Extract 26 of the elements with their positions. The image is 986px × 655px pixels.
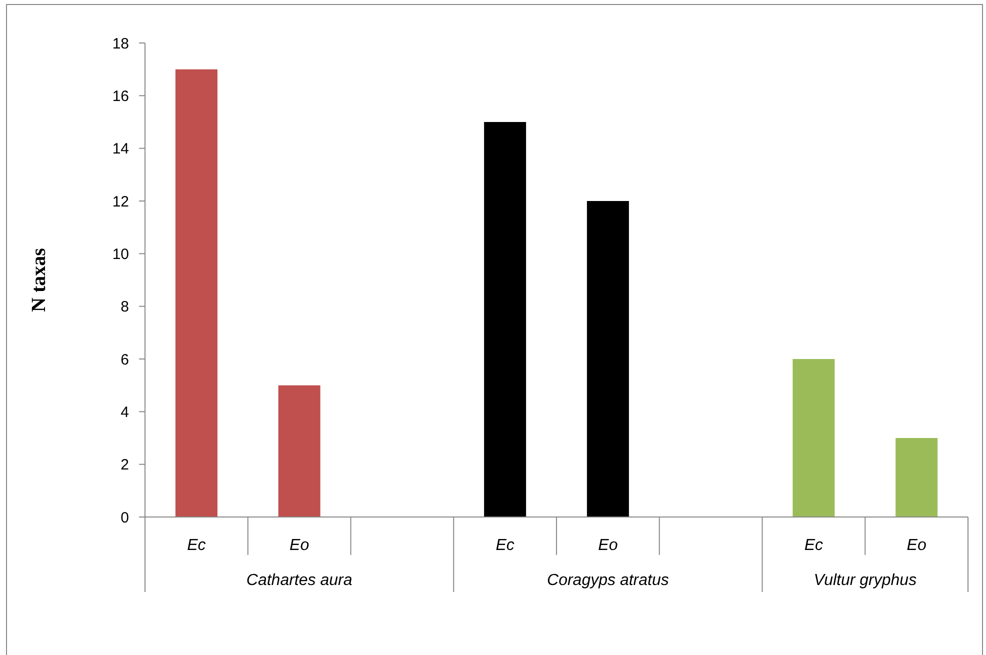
text: Vultur gryphus xyxy=(814,572,917,589)
y-tick-label: 10 xyxy=(112,246,129,263)
y-tick-label: 2 xyxy=(120,456,129,474)
bar xyxy=(278,385,320,517)
y-tick-label: 12 xyxy=(112,193,129,210)
bar xyxy=(484,122,526,517)
x-tick-label: Eo xyxy=(290,537,310,554)
bar xyxy=(896,438,938,517)
x-tick-label: Ec xyxy=(187,537,206,554)
y-tick-label: 6 xyxy=(120,351,129,368)
text: Cathartes aura xyxy=(246,572,352,589)
y-tick-label: 8 xyxy=(120,298,129,316)
y-tick-label: 14 xyxy=(112,140,129,158)
y-tick-label: 0 xyxy=(120,509,129,526)
bar xyxy=(175,69,218,517)
x-tick-label: Eo xyxy=(906,537,926,554)
x-tick-label: Ec xyxy=(496,537,514,554)
bar xyxy=(586,201,629,517)
text: Coragyps atratus xyxy=(547,572,669,589)
x-tick-label: Ec xyxy=(804,537,824,554)
y-tick-label: 4 xyxy=(120,404,129,421)
bar xyxy=(792,359,835,517)
y-tick-label: 16 xyxy=(112,88,129,105)
y-tick-label: 18 xyxy=(112,35,129,52)
y-axis-title: N taxas xyxy=(28,248,50,312)
x-tick-label: Eo xyxy=(598,537,618,554)
